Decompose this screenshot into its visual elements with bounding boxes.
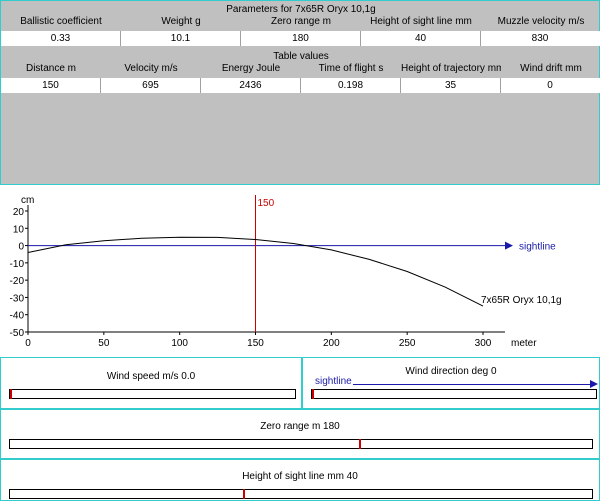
sight-height-thumb[interactable] bbox=[242, 489, 245, 499]
wind-direction-thumb[interactable] bbox=[312, 389, 314, 399]
zero-range-slider[interactable] bbox=[9, 439, 593, 449]
series-label: 7x65R Oryx 10,1g bbox=[481, 295, 562, 306]
y-tick-label: -10 bbox=[10, 259, 25, 270]
param-value[interactable]: 830 bbox=[531, 33, 549, 44]
table-value: 695 bbox=[101, 78, 201, 93]
x-tick-label: 300 bbox=[475, 338, 492, 349]
wind-speed-panel: Wind speed m/s 0.0 bbox=[0, 357, 302, 409]
y-tick-label: -20 bbox=[10, 276, 25, 287]
table-header: Distance m bbox=[25, 63, 76, 74]
sightline-label: sightline bbox=[519, 242, 556, 253]
table-header: Energy Joule bbox=[221, 63, 281, 74]
wind-speed-slider[interactable] bbox=[9, 389, 296, 399]
y-tick-label: -50 bbox=[10, 328, 25, 339]
zero-range-label: Zero range m 180 bbox=[260, 421, 340, 432]
table-header: Time of flight s bbox=[318, 63, 384, 74]
wind-speed-thumb[interactable] bbox=[10, 389, 12, 399]
wind-direction-label: Wind direction deg 0 bbox=[405, 366, 497, 377]
x-tick-label: 200 bbox=[323, 338, 340, 349]
table-value: 150 bbox=[1, 78, 101, 93]
trajectory-curve bbox=[27, 236, 484, 307]
param-value[interactable]: 10.1 bbox=[121, 31, 241, 46]
wind-direction-slider[interactable] bbox=[311, 389, 597, 399]
parameters-value-row: 0.33 10.1 180 40 830 bbox=[1, 31, 600, 46]
sight-height-slider[interactable] bbox=[9, 489, 593, 499]
wind-direction-panel: Wind direction deg 0 sightline bbox=[302, 357, 600, 409]
param-header: Height of sight line mm bbox=[370, 16, 472, 27]
param-header: Weight g bbox=[161, 16, 201, 27]
parameters-header-row: Ballistic coefficient Weight g Zero rang… bbox=[1, 16, 600, 28]
parameters-title: Parameters for 7x65R Oryx 10,1g bbox=[226, 4, 376, 15]
trajectory-chart[interactable]: 0 50 100 150 200 250 300 20 10 0 -10 -20 -30 -40 -50 s… bbox=[0, 185, 600, 357]
table-header-row: Distance m Velocity m/s Energy Joule Tim… bbox=[1, 63, 600, 75]
sight-height-panel: Height of sight line mm 40 bbox=[0, 459, 600, 501]
x-tick-label: 150 bbox=[247, 338, 264, 349]
table-header: Velocity m/s bbox=[124, 63, 178, 74]
y-axis-label: cm bbox=[21, 195, 34, 206]
table-value: 0.198 bbox=[301, 78, 401, 93]
param-value[interactable]: 180 bbox=[241, 31, 361, 46]
sight-height-label: Height of sight line mm 40 bbox=[242, 471, 358, 482]
table-value: 0 bbox=[547, 80, 553, 91]
param-header: Ballistic coefficient bbox=[20, 16, 102, 27]
sightline-arrow bbox=[505, 241, 513, 250]
wind-direction-sightline bbox=[353, 384, 593, 385]
y-tick-label: 20 bbox=[13, 207, 25, 218]
table-header: Height of trajectory mm bbox=[401, 63, 501, 74]
y-tick-label: -30 bbox=[10, 293, 25, 304]
y-tick-label: 10 bbox=[13, 224, 25, 235]
y-tick-label: -40 bbox=[10, 311, 25, 322]
zero-range-panel: Zero range m 180 bbox=[0, 409, 600, 459]
x-tick-label: 250 bbox=[399, 338, 416, 349]
table-value: 35 bbox=[401, 78, 501, 93]
x-tick-label: 50 bbox=[98, 338, 110, 349]
x-tick-label: 100 bbox=[171, 338, 188, 349]
table-value-row: 150 695 2436 0.198 35 0 bbox=[1, 78, 600, 93]
param-header: Muzzle velocity m/s bbox=[497, 16, 585, 27]
wind-speed-label: Wind speed m/s 0.0 bbox=[106, 371, 196, 382]
parameters-panel: Parameters for 7x65R Oryx 10,1g Ballisti… bbox=[0, 0, 600, 185]
distance-marker-label: 150 bbox=[258, 198, 275, 209]
param-value[interactable]: 40 bbox=[361, 31, 481, 46]
table-value: 2436 bbox=[201, 78, 301, 93]
x-tick-label: 0 bbox=[25, 338, 31, 349]
table-header: Wind drift mm bbox=[520, 63, 582, 74]
param-value[interactable]: 0.33 bbox=[1, 31, 121, 46]
wind-direction-arrow-icon bbox=[590, 380, 598, 388]
wind-direction-sightline-label: sightline bbox=[315, 376, 352, 387]
zero-range-thumb[interactable] bbox=[359, 439, 362, 449]
x-axis-label: meter bbox=[511, 338, 537, 349]
table-title: Table values bbox=[273, 51, 329, 62]
y-tick-label: 0 bbox=[18, 242, 24, 253]
param-header: Zero range m bbox=[270, 16, 332, 27]
